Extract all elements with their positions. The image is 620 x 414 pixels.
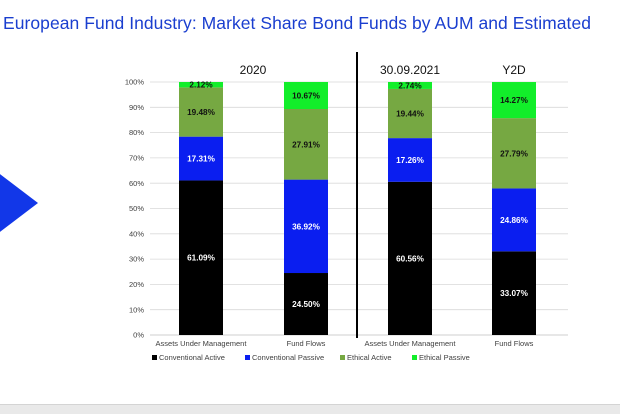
footer-divider — [0, 404, 620, 414]
data-label: 17.26% — [396, 156, 424, 165]
legend-label: Ethical Active — [347, 353, 392, 362]
y-tick-label: 90% — [129, 103, 144, 112]
x-category-label: Assets Under Management — [156, 339, 248, 348]
group-header: 30.09.2021 — [380, 63, 440, 77]
y-tick-label: 20% — [129, 280, 144, 289]
legend-label: Ethical Passive — [419, 353, 470, 362]
bar-segment — [492, 118, 536, 189]
bar-segment — [284, 273, 328, 335]
data-label: 19.48% — [187, 108, 215, 117]
data-label: 10.67% — [292, 91, 320, 100]
slide-title: European Fund Industry: Market Share Bon… — [3, 13, 592, 33]
data-label: 36.92% — [292, 222, 320, 231]
data-label: 14.27% — [500, 96, 528, 105]
y-tick-label: 40% — [129, 229, 144, 238]
bar-segment — [388, 181, 432, 335]
y-tick-label: 70% — [129, 154, 144, 163]
bar-segment — [492, 188, 536, 252]
arrow-icon — [0, 165, 38, 241]
bar-segment — [388, 82, 432, 89]
group-header: 2020 — [240, 63, 267, 77]
y-tick-label: 50% — [129, 204, 144, 213]
y-tick-label: 60% — [129, 179, 144, 188]
y-tick-label: 30% — [129, 255, 144, 264]
data-label: 2.74% — [398, 81, 422, 90]
data-label: 61.09% — [187, 254, 215, 263]
legend-swatch — [412, 355, 417, 360]
bar-segment — [179, 87, 223, 137]
x-category-label: Fund Flows — [495, 339, 534, 348]
data-label: 19.44% — [396, 110, 424, 119]
data-label: 33.07% — [500, 289, 528, 298]
y-tick-label: 0% — [133, 331, 144, 340]
data-label: 27.91% — [292, 140, 320, 149]
bar-segment — [179, 180, 223, 335]
legend-swatch — [340, 355, 345, 360]
bar-segment — [179, 136, 223, 181]
legend-label: Conventional Passive — [252, 353, 324, 362]
y-tick-label: 10% — [129, 305, 144, 314]
bar-segment — [179, 82, 223, 88]
data-label: 24.86% — [500, 216, 528, 225]
legend-label: Conventional Active — [159, 353, 225, 362]
group-header: Y2D — [502, 63, 526, 77]
bar-segment — [284, 108, 328, 180]
x-category-label: Assets Under Management — [365, 339, 457, 348]
data-label: 2.12% — [189, 81, 213, 90]
legend-swatch — [245, 355, 250, 360]
data-label: 17.31% — [187, 155, 215, 164]
x-category-label: Fund Flows — [287, 339, 326, 348]
data-label: 24.50% — [292, 300, 320, 309]
bar-segment — [492, 251, 536, 335]
y-tick-label: 80% — [129, 128, 144, 137]
bar-segment — [492, 82, 536, 119]
legend-swatch — [152, 355, 157, 360]
data-label: 27.79% — [500, 149, 528, 158]
bar-segment — [388, 138, 432, 182]
data-label: 60.56% — [396, 254, 424, 263]
bar-segment — [284, 179, 328, 274]
bar-segment — [284, 82, 328, 109]
y-tick-label: 100% — [125, 78, 145, 87]
bar-segment — [388, 88, 432, 139]
